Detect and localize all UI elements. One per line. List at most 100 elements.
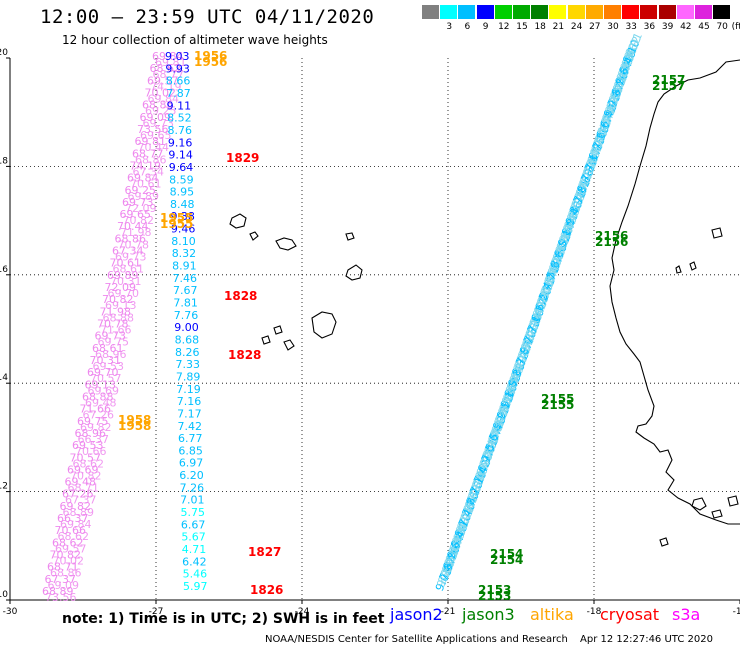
altika-track: 9.039.938.667.879.118.528.769.169.149.64…	[165, 50, 208, 593]
generated-timestamp: Apr 12 12:27:46 UTC 2020	[580, 634, 713, 645]
s3a-value: 70.82	[102, 293, 134, 306]
altika-value: 6.85	[178, 444, 203, 457]
altika-value: 9.46	[171, 223, 196, 236]
island	[275, 237, 297, 251]
s3a-value: 68.61	[92, 342, 124, 355]
satellite-altika: altika	[530, 605, 574, 624]
legend-swatch	[622, 5, 640, 19]
altika-value: 7.26	[180, 481, 205, 494]
s3a-value: 68.88	[82, 390, 114, 403]
pass-time-label: 1827	[248, 545, 281, 559]
pass-time-label: 1955	[160, 217, 193, 231]
island	[345, 264, 363, 281]
island	[691, 497, 707, 511]
pass-time-label: 2155	[541, 398, 574, 412]
island	[249, 231, 259, 241]
altika-value: 8.59	[169, 173, 194, 186]
island	[311, 311, 337, 339]
island	[689, 261, 697, 271]
altika-value: 9.11	[167, 99, 192, 112]
pass-time-label: 2156	[595, 229, 628, 243]
y-tick-label: 12	[0, 482, 8, 492]
legend-swatch	[658, 5, 676, 19]
x-tick-label: -27	[149, 607, 164, 617]
s3a-value-echo: 70.61	[130, 178, 162, 191]
pass-time-label: 2153	[478, 589, 511, 603]
legend-swatch	[604, 5, 621, 19]
y-tick-label: 20	[0, 48, 8, 58]
s3a-value: 70.57	[70, 451, 102, 464]
map-axes: -30 -27 -24 -21 -18 -15 20 18 16 14 12 10	[0, 48, 740, 617]
grid-lines	[10, 58, 740, 600]
legend-label: 30	[607, 22, 619, 32]
altika-value: 8.52	[167, 112, 192, 125]
s3a-value-echo: 69.81	[155, 56, 187, 69]
s3a-value-echo: 68.62	[73, 457, 105, 470]
legend-swatch	[640, 5, 658, 19]
island	[345, 232, 355, 241]
pass-time-label: 1956	[194, 55, 227, 69]
altika-value: 7.46	[173, 272, 198, 285]
legend-label: 24	[570, 22, 583, 32]
s3a-value-echo: 70.57	[90, 372, 122, 385]
s3a-value: 69.13	[85, 378, 117, 391]
legend-label: 3	[446, 22, 453, 32]
page-subtitle: 12 hour collection of altimeter wave hei…	[62, 33, 328, 47]
s3a-value: 73.56	[137, 123, 169, 136]
pass-time-label: 2153	[478, 583, 511, 597]
s3a-value-echo: 68.86	[135, 153, 167, 166]
s3a-value-echo: 69.84	[60, 518, 92, 531]
legend-label: 9	[482, 22, 489, 32]
s3a-value-echo: 69.75	[98, 336, 130, 349]
s3a-value: 70.78	[97, 318, 129, 331]
legend-swatch	[494, 5, 512, 19]
legend-swatch	[695, 5, 712, 19]
s3a-value: 72.09	[105, 281, 137, 294]
s3a-value-echo: 70.44	[138, 141, 170, 154]
s3a-value-echo: 68.61	[113, 263, 145, 276]
s3a-value-echo: 66.37	[78, 433, 110, 446]
coastline-layer	[229, 59, 740, 547]
altika-value: 6.20	[179, 469, 204, 482]
legend-swatch	[513, 5, 530, 19]
altika-value: 9.14	[168, 149, 193, 162]
s3a-value: 68.96	[75, 427, 107, 440]
legend-label: 36	[643, 22, 656, 32]
s3a-value: 69.84	[127, 172, 159, 185]
legend-label: 45	[698, 22, 710, 32]
x-tick-label: -30	[3, 607, 18, 617]
s3a-value: 69.89	[107, 269, 139, 282]
legend-label: 15	[516, 22, 528, 32]
altika-value: 5.97	[183, 580, 208, 593]
s3a-value-echo: 69.82	[80, 421, 112, 434]
altika-value: 8.66	[166, 75, 191, 88]
legend-swatch	[531, 5, 549, 19]
pass-time-label: 2156	[595, 235, 628, 249]
s3a-value-echo: 69.70	[108, 287, 140, 300]
s3a-value: 70.61	[110, 257, 142, 270]
altika-value: 7.42	[178, 420, 203, 433]
s3a-value-echo: 70.31	[110, 275, 142, 288]
s3a-value: 66.37	[57, 512, 89, 525]
altika-value: 8.26	[175, 346, 200, 359]
pass-time-label: 1828	[228, 348, 261, 362]
africa-coastline	[609, 59, 740, 525]
s3a-value-echo: 74.19	[150, 80, 182, 93]
altika-value: 9.00	[174, 321, 199, 334]
s3a-value: 68.86	[142, 99, 174, 112]
pass-time-label: 2154	[490, 553, 523, 567]
s3a-value: 69.65	[120, 208, 152, 221]
s3a-value: 69.73	[95, 330, 127, 343]
s3a-value: 70.31	[90, 354, 122, 367]
s3a-value: 67.34	[112, 245, 144, 258]
s3a-value-echo: 71.98	[120, 226, 152, 239]
s3a-value-echo: 70.02	[53, 555, 85, 568]
island	[711, 227, 723, 239]
altika-value: 8.32	[172, 247, 197, 260]
s3a-value: 70.82	[50, 549, 82, 562]
s3a-value: 71.66	[80, 403, 112, 416]
s3a-value-echo: 69.65	[140, 129, 172, 142]
s3a-value-echo: 72.09	[125, 202, 157, 215]
altika-value: 6.42	[182, 555, 207, 568]
s3a-value: 68.89	[42, 585, 74, 598]
